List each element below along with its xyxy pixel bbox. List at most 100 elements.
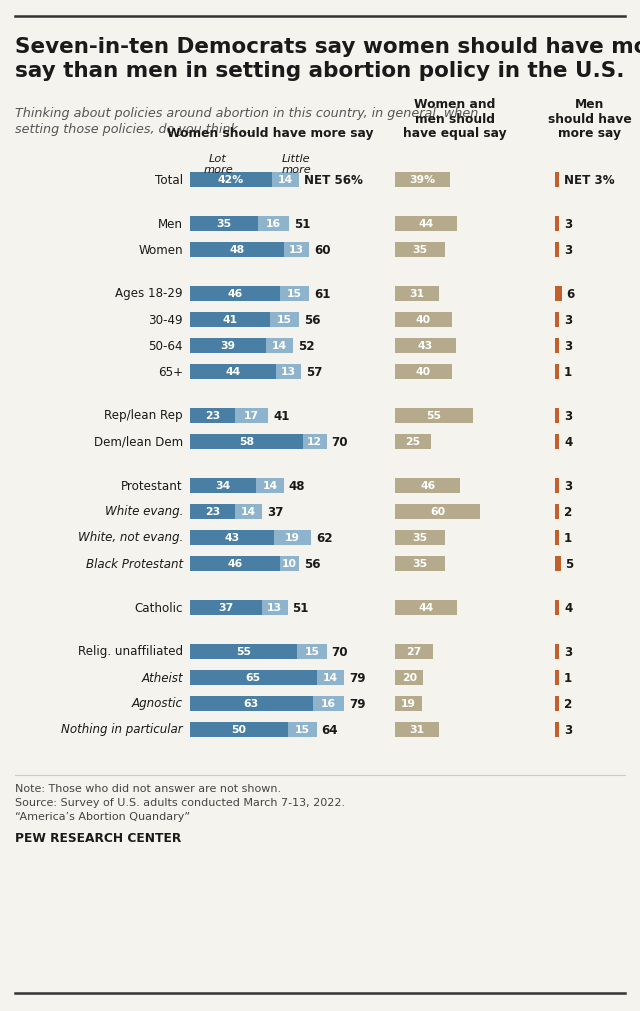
- Bar: [395, 478, 460, 493]
- Text: Note: Those who did not answer are not shown.: Note: Those who did not answer are not s…: [15, 784, 281, 794]
- Text: 2: 2: [564, 697, 572, 710]
- Text: Women should have more say: Women should have more say: [167, 126, 373, 140]
- Text: 1: 1: [564, 671, 572, 683]
- Bar: [555, 696, 559, 711]
- Text: Agnostic: Agnostic: [132, 697, 183, 710]
- Bar: [395, 243, 445, 257]
- Text: 43: 43: [418, 341, 433, 351]
- Bar: [395, 600, 458, 615]
- Text: 62: 62: [316, 531, 332, 544]
- Bar: [395, 670, 424, 684]
- Bar: [297, 644, 326, 659]
- Bar: [256, 478, 284, 493]
- Bar: [555, 216, 559, 232]
- Bar: [313, 696, 344, 711]
- Bar: [190, 243, 284, 257]
- Bar: [555, 722, 559, 737]
- Text: 37: 37: [267, 506, 284, 518]
- Text: 14: 14: [272, 341, 287, 351]
- Bar: [276, 364, 301, 379]
- Bar: [395, 696, 422, 711]
- Text: 15: 15: [305, 646, 319, 656]
- Bar: [555, 670, 559, 684]
- Text: 58: 58: [239, 437, 254, 447]
- Text: 27: 27: [406, 646, 422, 656]
- Text: 14: 14: [241, 507, 256, 517]
- Text: 51: 51: [292, 601, 309, 614]
- Bar: [395, 556, 445, 571]
- Text: Rep/lean Rep: Rep/lean Rep: [104, 409, 183, 422]
- Bar: [555, 530, 559, 545]
- Text: 39%: 39%: [410, 175, 436, 185]
- Text: 79: 79: [349, 671, 365, 683]
- Text: 65+: 65+: [158, 365, 183, 378]
- Text: 5: 5: [566, 557, 573, 570]
- Bar: [555, 172, 559, 187]
- Text: 34: 34: [216, 480, 231, 490]
- Bar: [555, 338, 559, 353]
- Text: PEW RESEARCH CENTER: PEW RESEARCH CENTER: [15, 831, 181, 844]
- Text: 3: 3: [564, 339, 572, 352]
- Bar: [287, 722, 317, 737]
- Text: 3: 3: [564, 313, 572, 327]
- Bar: [555, 286, 562, 301]
- Text: White evang.: White evang.: [104, 506, 183, 518]
- Text: 44: 44: [225, 367, 241, 377]
- Bar: [190, 338, 266, 353]
- Text: 60: 60: [314, 244, 331, 256]
- Text: 46: 46: [227, 558, 243, 568]
- Text: 51: 51: [294, 217, 311, 231]
- Text: 48: 48: [229, 245, 244, 255]
- Text: Dem/lean Dem: Dem/lean Dem: [94, 435, 183, 448]
- Text: 15: 15: [287, 289, 302, 298]
- Bar: [395, 434, 431, 449]
- Text: Black Protestant: Black Protestant: [86, 557, 183, 570]
- Bar: [190, 556, 280, 571]
- Text: 70: 70: [332, 645, 348, 658]
- Text: 3: 3: [564, 723, 572, 736]
- Bar: [395, 286, 439, 301]
- Text: 10: 10: [282, 558, 297, 568]
- Bar: [259, 216, 289, 232]
- Text: 35: 35: [412, 558, 428, 568]
- Text: 17: 17: [244, 410, 259, 421]
- Text: 56: 56: [304, 313, 321, 327]
- Bar: [190, 478, 256, 493]
- Bar: [395, 722, 439, 737]
- Bar: [284, 243, 309, 257]
- Bar: [190, 408, 235, 423]
- Text: 35: 35: [412, 533, 428, 543]
- Text: Seven-in-ten Democrats say women should have more
say than men in setting aborti: Seven-in-ten Democrats say women should …: [15, 37, 640, 81]
- Text: 15: 15: [277, 314, 292, 325]
- Text: 48: 48: [289, 479, 305, 492]
- Text: 4: 4: [564, 435, 573, 448]
- Text: 19: 19: [401, 699, 416, 709]
- Bar: [190, 644, 297, 659]
- Bar: [555, 364, 559, 379]
- Bar: [555, 600, 559, 615]
- Text: 41: 41: [273, 409, 289, 422]
- Text: 15: 15: [294, 724, 310, 734]
- Text: 35: 35: [412, 245, 428, 255]
- Bar: [395, 338, 456, 353]
- Bar: [555, 556, 561, 571]
- Bar: [274, 530, 311, 545]
- Text: Catholic: Catholic: [134, 601, 183, 614]
- Bar: [395, 216, 458, 232]
- Text: 50-64: 50-64: [148, 339, 183, 352]
- Text: “America’s Abortion Quandary”: “America’s Abortion Quandary”: [15, 811, 190, 821]
- Bar: [190, 600, 262, 615]
- Bar: [395, 644, 433, 659]
- Text: Relig. unaffiliated: Relig. unaffiliated: [78, 645, 183, 658]
- Text: 35: 35: [216, 218, 232, 228]
- Bar: [395, 312, 452, 328]
- Bar: [280, 556, 300, 571]
- Text: NET 3%: NET 3%: [564, 173, 614, 186]
- Text: 56: 56: [304, 557, 321, 570]
- Text: 50: 50: [231, 724, 246, 734]
- Bar: [395, 504, 480, 519]
- Text: 30-49: 30-49: [148, 313, 183, 327]
- Bar: [555, 243, 559, 257]
- Text: 31: 31: [410, 724, 424, 734]
- Text: 23: 23: [205, 507, 220, 517]
